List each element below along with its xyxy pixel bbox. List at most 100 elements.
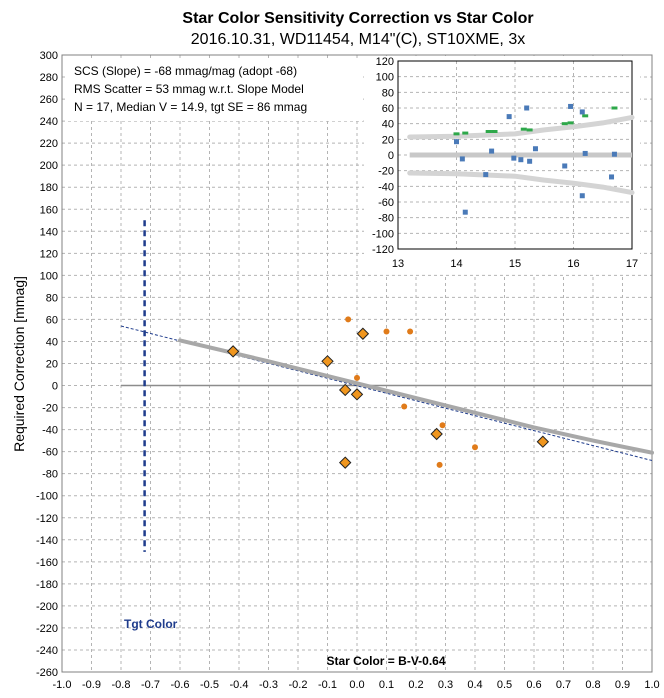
inset-x-tick-label: 13 [392,258,404,270]
data-point-dot [472,444,478,451]
inset-x-tick-label: 16 [567,258,579,270]
inset-blue-point [483,172,489,178]
inset-blue-point [579,193,585,199]
inset-upper-band [407,114,635,140]
x-tick-label: 0.1 [379,679,394,691]
inset-lower-band [407,170,635,196]
y-tick-label: -20 [42,403,58,415]
x-tick-label: -0.6 [171,679,190,691]
smooth-fit-curve [178,338,654,455]
y-tick-label: -260 [36,667,58,679]
inset-green-mark [561,122,568,126]
y-tick-label: 260 [40,94,58,106]
inset-blue-point [489,148,495,154]
inset-blue-point [527,158,533,164]
x-axis-label: Star Color = B-V-0.64 [326,654,445,668]
inset-blue-point [582,150,588,156]
data-point-dot [345,316,352,323]
chart-title: Star Color Sensitivity Correction vs Sta… [182,10,533,27]
inset-x-tick-label: 17 [626,258,638,270]
x-tick-label: 0.0 [349,679,364,691]
inset-x-tick-label: 14 [450,258,462,270]
data-point-dot [436,461,443,468]
y-tick-label: 60 [46,314,58,326]
inset-y-tick-label: 0 [388,150,394,162]
y-tick-label: -40 [42,425,58,437]
chart-subtitle: 2016.10.31, WD11454, M14"(C), ST10XME, 3… [191,31,525,48]
x-tick-label: 0.2 [408,679,423,691]
y-tick-label: -220 [36,623,58,635]
inset-green-mark [491,130,498,133]
y-axis-label: Required Correction [mmag] [11,276,27,452]
y-tick-label: -80 [42,469,58,481]
x-tick-label: 0.9 [615,679,630,691]
inset-y-tick-label: 40 [382,119,394,131]
data-point-dot [401,403,408,410]
x-tick-label: 0.5 [497,679,512,691]
inset-y-tick-label: -60 [378,197,394,209]
data-point-dot [354,374,360,381]
y-tick-label: 0 [52,381,58,393]
inset-blue-point [609,174,615,180]
x-tick-label: 1.0 [644,679,659,691]
x-tick-label: -0.1 [318,679,337,691]
inset-blue-point [459,156,465,162]
y-tick-label: 100 [40,270,58,282]
x-tick-label: -0.8 [112,679,131,691]
data-point-dot [383,328,390,335]
x-tick-label: 0.3 [438,679,453,691]
plot-border [61,54,653,673]
inset-y-tick-label: -100 [372,228,394,240]
inset-y-tick-label: -20 [378,166,394,178]
data-point-diamond [338,383,352,397]
inset-blue-point [462,209,468,215]
x-tick-label: -0.9 [82,679,101,691]
annotation-rms: RMS Scatter = 53 mmag w.r.t. Slope Model [74,82,304,96]
x-tick-label: 0.7 [556,679,571,691]
inset-y-tick-label: 80 [382,87,394,99]
inset-green-mark [462,131,469,135]
target-color-label: Tgt Color [124,617,178,631]
x-tick-label: -0.2 [289,679,308,691]
inset-blue-point [562,163,568,169]
inset-green-mark [485,130,492,133]
x-tick-label: -0.5 [200,679,219,691]
inset-y-tick-label: 100 [376,72,394,84]
inset-y-tick-label: -80 [378,213,394,225]
inset-y-tick-label: 120 [376,56,394,68]
inset-blue-point [611,151,617,157]
annotation-box [68,61,363,121]
x-axis-ticks: -1.0 -0.9 -0.8 -0.7 -0.6 -0.5 -0.4 -0.3 -0.2 -0.1… [53,679,660,691]
inset-green-mark [567,121,574,125]
y-tick-label: -160 [36,557,58,569]
x-tick-label: -1.0 [53,679,72,691]
y-tick-label: -140 [36,535,58,547]
x-tick-label: 0.6 [526,679,541,691]
data-point-dot [407,328,414,335]
inset-blue-point [511,155,517,161]
y-tick-label: 180 [40,182,58,194]
data-point-diamond [321,355,334,368]
y-tick-label: -100 [36,491,58,503]
x-tick-label: 0.8 [585,679,600,691]
inset-y-tick-label: 20 [382,134,394,146]
y-axis-ticks: 3002802602402202001801601401201008060402… [36,50,58,679]
inset-blue-point [524,105,530,111]
y-tick-label: -60 [42,447,58,459]
y-tick-label: -180 [36,579,58,591]
data-point-diamond [226,345,240,358]
y-tick-label: 300 [40,50,58,62]
data-point-diamond [350,388,364,401]
y-tick-label: 160 [40,204,58,216]
y-tick-label: -240 [36,645,58,657]
inset-green-mark [453,132,460,136]
inset-y-tick-label: 60 [382,103,394,115]
annotation-count: N = 17, Median V = 14.9, tgt SE = 86 mma… [74,100,307,114]
y-tick-label: 80 [46,292,58,304]
x-tick-label: -0.4 [230,679,249,691]
y-tick-label: 140 [40,226,58,238]
y-tick-label: 280 [40,72,58,84]
inset-blue-point [518,157,524,163]
y-tick-label: 120 [40,248,58,260]
